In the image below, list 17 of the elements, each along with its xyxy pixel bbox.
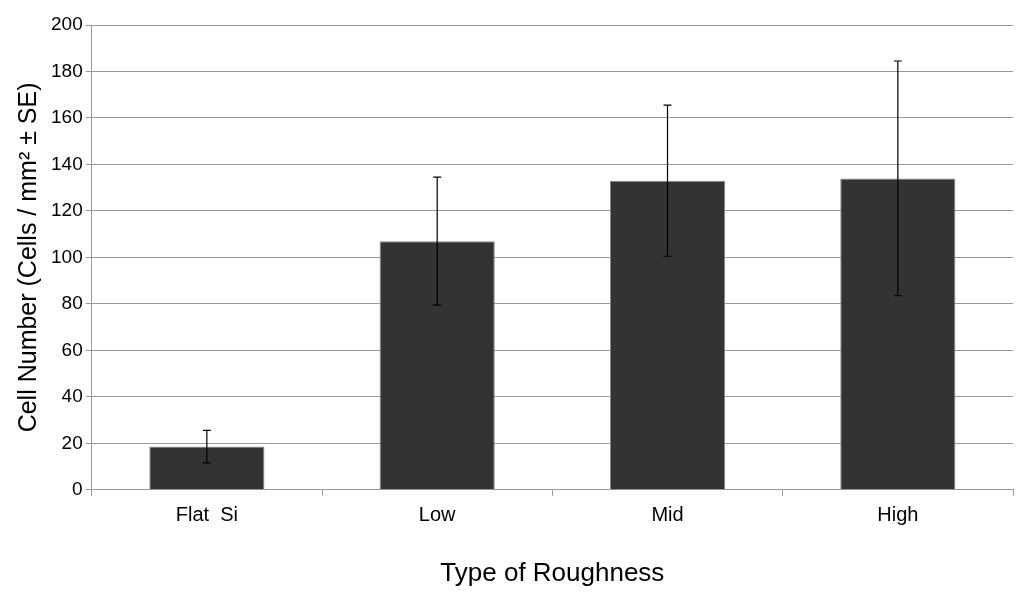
x-tick-label: Mid xyxy=(651,503,684,526)
x-tick-label: Low xyxy=(418,503,457,526)
y-tick-label: 100 xyxy=(51,245,83,267)
y-tick-label: 200 xyxy=(51,13,83,35)
y-tick-label: 180 xyxy=(51,59,83,81)
y-tick-label: 80 xyxy=(61,292,83,314)
y-tick-label: 160 xyxy=(51,106,83,128)
y-tick-label: 40 xyxy=(61,385,83,407)
y-tick-label: 0 xyxy=(72,478,83,500)
x-axis-title: Type of Roughness xyxy=(440,556,665,587)
x-tick-label: High xyxy=(877,503,919,526)
y-axis-title: Cell Number (Cells / mm² ± SE) xyxy=(12,82,41,433)
y-tick-label: 20 xyxy=(61,431,83,453)
x-tick-label: Flat Si xyxy=(175,503,238,526)
y-tick-label: 140 xyxy=(51,152,83,174)
y-tick-label: 120 xyxy=(51,199,83,221)
y-tick-label: 60 xyxy=(61,338,83,360)
